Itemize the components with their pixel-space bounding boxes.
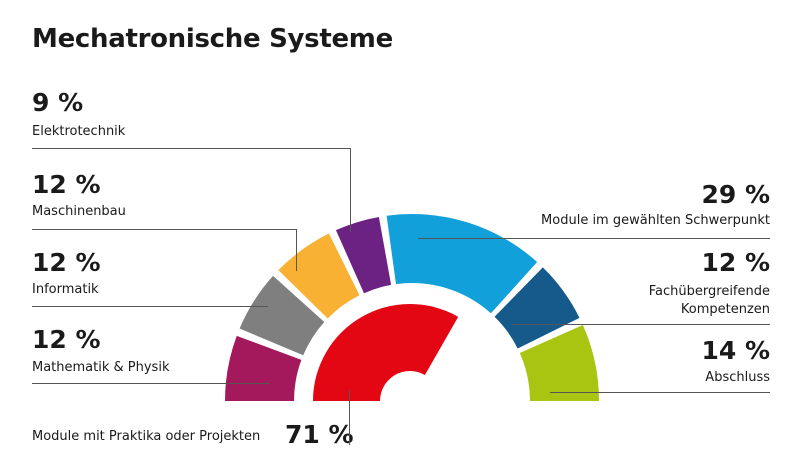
slice-value-elektrotechnik: 9 % — [32, 88, 84, 117]
leader-line-abschluss — [550, 392, 770, 393]
pie-slice-3 — [335, 216, 392, 294]
inner-arc — [313, 304, 459, 401]
slice-value-maschinenbau: 12 % — [32, 170, 101, 199]
leader-line-schwerpunkt — [418, 238, 770, 239]
slice-label-maschinenbau: Maschinenbau — [32, 204, 126, 219]
leader-line-maschinenbau-vertical — [296, 229, 297, 271]
slice-value-mathematik-physik: 12 % — [32, 325, 101, 354]
slice-value-fachuebergreifend: 12 % — [701, 248, 770, 277]
leader-line-maschinenbau — [32, 229, 296, 230]
leader-line-informatik — [32, 306, 268, 307]
slice-label-elektrotechnik: Elektrotechnik — [32, 124, 126, 139]
inner-value: 71 % — [285, 420, 354, 449]
slice-label-fachuebergreifend: Fachübergreifende Kompetenzen — [648, 284, 770, 317]
pie-slice-5 — [494, 267, 580, 349]
leader-line-fachuebergreifend — [512, 324, 770, 325]
slice-value-schwerpunkt: 29 % — [701, 180, 770, 209]
inner-label: Module mit Praktika oder Projekten — [32, 429, 261, 444]
slice-value-informatik: 12 % — [32, 248, 101, 277]
slice-label-informatik: Informatik — [32, 282, 99, 297]
chart-title: Mechatronische Systeme — [32, 24, 393, 54]
pie-slice-2 — [278, 233, 360, 319]
slice-label-mathematik-physik: Mathematik & Physik — [32, 360, 170, 375]
pie-slice-6 — [519, 324, 599, 401]
slice-value-abschluss: 14 % — [701, 336, 770, 365]
slice-label-abschluss: Abschluss — [705, 370, 770, 385]
leader-line-inner — [349, 390, 350, 445]
slice-label-schwerpunkt: Module im gewählten Schwerpunkt — [541, 213, 770, 228]
pie-slice-1 — [239, 275, 325, 356]
leader-line-elektrotechnik-vertical — [350, 148, 351, 232]
leader-line-elektrotechnik — [32, 148, 350, 149]
leader-line-mathematik-physik — [32, 383, 270, 384]
pie-slice-0 — [225, 335, 302, 401]
